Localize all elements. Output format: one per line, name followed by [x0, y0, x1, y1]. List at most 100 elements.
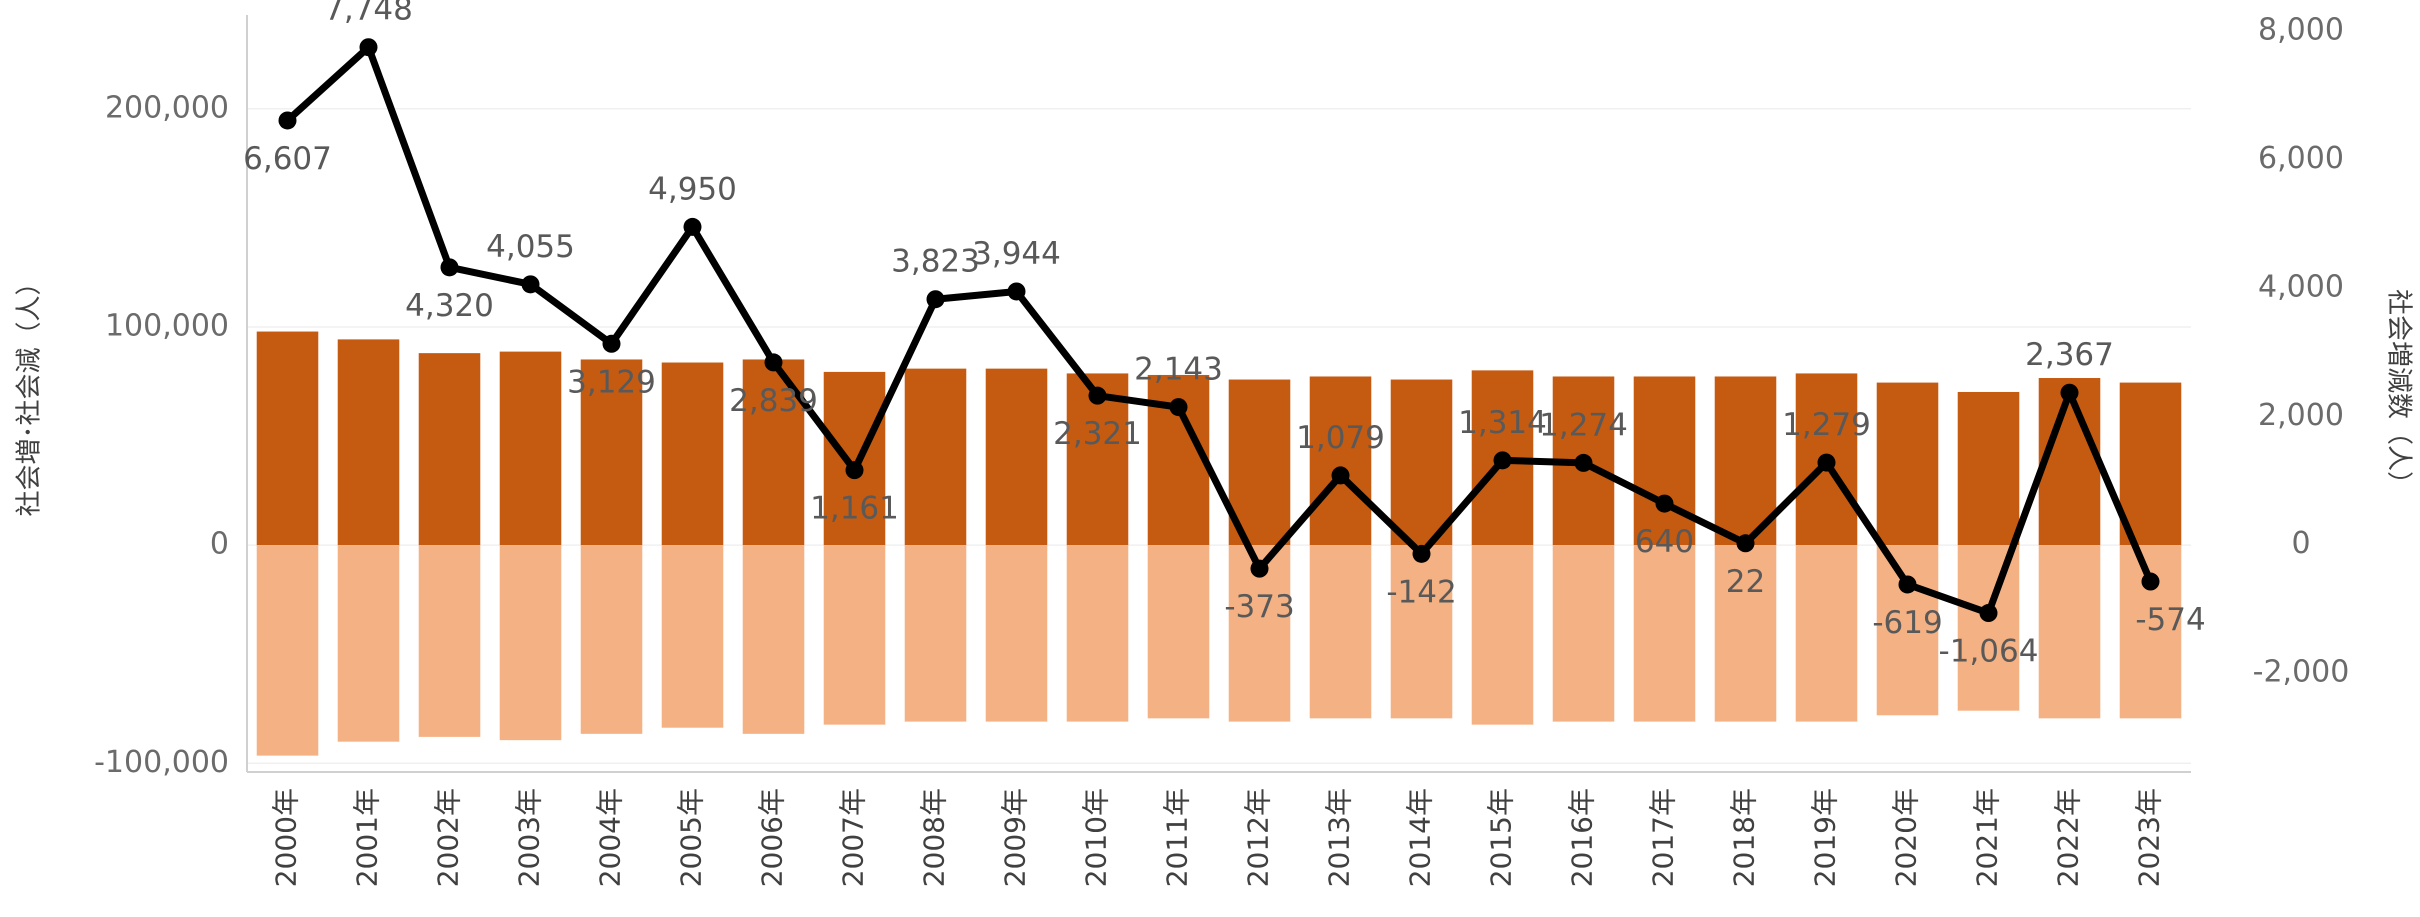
bar	[337, 545, 400, 742]
data-label: 2,143	[1134, 352, 1223, 388]
x-tick-label: 2023年	[2133, 788, 2166, 887]
bar	[2038, 545, 2101, 719]
bar	[661, 545, 724, 728]
bar	[1390, 379, 1453, 546]
data-label: 2,839	[729, 383, 818, 419]
x-tick-label: 2005年	[675, 788, 708, 887]
y2-tick-label: 4,000	[2258, 269, 2344, 304]
y-tick-label: 0	[210, 527, 229, 562]
x-tick-label: 2008年	[918, 788, 951, 887]
data-label: -1,064	[1939, 634, 2039, 670]
bar	[1876, 545, 1939, 716]
line-marker	[359, 38, 378, 57]
bar	[904, 545, 967, 722]
bar	[985, 368, 1048, 546]
data-label: 2,367	[2025, 337, 2114, 373]
line	[285, 43, 2154, 617]
line-marker	[1574, 453, 1593, 472]
x-tick-label: 2009年	[999, 788, 1032, 887]
y-tick-label: 200,000	[105, 90, 229, 125]
x-tick-label: 2001年	[351, 788, 384, 887]
bar	[418, 545, 481, 737]
bar	[1957, 545, 2020, 711]
bar	[742, 545, 805, 734]
line-marker	[2141, 572, 2160, 591]
y-tick-label: -100,000	[94, 745, 229, 780]
x-tick-label: 2013年	[1323, 788, 1356, 887]
x-tick-label: 2022年	[2052, 788, 2085, 887]
bar	[1147, 545, 1210, 719]
line-marker	[683, 217, 702, 236]
x-tick-label: 2019年	[1809, 788, 1842, 887]
bar	[1795, 545, 1858, 722]
x-tick-label: 2011年	[1161, 788, 1194, 887]
bar	[1309, 376, 1372, 546]
bar	[1876, 382, 1939, 546]
bar	[580, 359, 643, 546]
data-label: -574	[2135, 602, 2205, 638]
x-tick-label: 2006年	[756, 788, 789, 887]
line-marker	[2060, 383, 2079, 402]
x-tick-label: 2000年	[270, 788, 303, 887]
data-label: 4,950	[648, 171, 737, 207]
bar	[499, 351, 562, 546]
x-tick-label: 2002年	[432, 788, 465, 887]
line-marker	[278, 111, 297, 130]
line-marker	[1250, 559, 1269, 578]
x-tick-label: 2021年	[1971, 788, 2004, 887]
data-label: 3,129	[567, 364, 656, 400]
x-tick-label: 2016年	[1566, 788, 1599, 887]
bar	[1471, 545, 1534, 725]
line-marker	[1331, 466, 1350, 485]
y-axis-label: 社会増･社会減（人）	[15, 269, 45, 516]
data-label: 640	[1635, 524, 1694, 560]
line-marker	[1898, 575, 1917, 594]
line-marker	[1736, 534, 1755, 553]
bar	[904, 368, 967, 546]
data-label: 3,823	[891, 244, 980, 280]
bar	[418, 353, 481, 546]
bar	[823, 371, 886, 546]
data-label: -373	[1224, 589, 1294, 625]
x-tick-label: 2017年	[1647, 788, 1680, 887]
bar	[1714, 376, 1777, 546]
data-label: 7,748	[324, 0, 413, 28]
bar	[580, 545, 643, 734]
x-tick-label: 2003年	[513, 788, 546, 887]
line-marker	[602, 334, 621, 353]
bar	[1309, 545, 1372, 719]
x-tick-label: 2015年	[1485, 788, 1518, 887]
bar	[2038, 378, 2101, 546]
y2-tick-label: 6,000	[2258, 141, 2344, 176]
bar	[1228, 379, 1291, 546]
data-label: 2,321	[1053, 416, 1142, 452]
bar	[823, 545, 886, 725]
line-marker	[845, 461, 864, 480]
y-tick-label: 100,000	[105, 308, 229, 343]
line-marker	[1979, 604, 1998, 623]
data-label: 1,279	[1782, 407, 1871, 443]
line-marker	[1817, 453, 1836, 472]
y2-tick-label: -2,000	[2253, 655, 2350, 690]
bar	[1633, 545, 1696, 722]
data-label: 1,161	[810, 491, 899, 527]
y2-tick-label: 0	[2291, 526, 2310, 561]
bar	[1552, 545, 1615, 722]
bar	[1957, 391, 2020, 546]
y2-axis-label: 社会増減数（人）	[2384, 289, 2414, 497]
line-marker	[1088, 386, 1107, 405]
line-marker	[1655, 494, 1674, 513]
x-tick-label: 2020年	[1890, 788, 1923, 887]
data-label: 1,274	[1539, 407, 1628, 443]
x-tick-label: 2012年	[1242, 788, 1275, 887]
y2-tick-label: 8,000	[2258, 13, 2344, 48]
x-tick-label: 2014年	[1404, 788, 1437, 887]
data-label: 4,055	[486, 229, 575, 265]
bar	[256, 545, 319, 756]
x-tick-label: 2018年	[1728, 788, 1761, 887]
data-label: 6,607	[243, 141, 332, 177]
data-label: 1,079	[1296, 420, 1385, 456]
bar	[1390, 545, 1453, 719]
bar	[661, 362, 724, 546]
